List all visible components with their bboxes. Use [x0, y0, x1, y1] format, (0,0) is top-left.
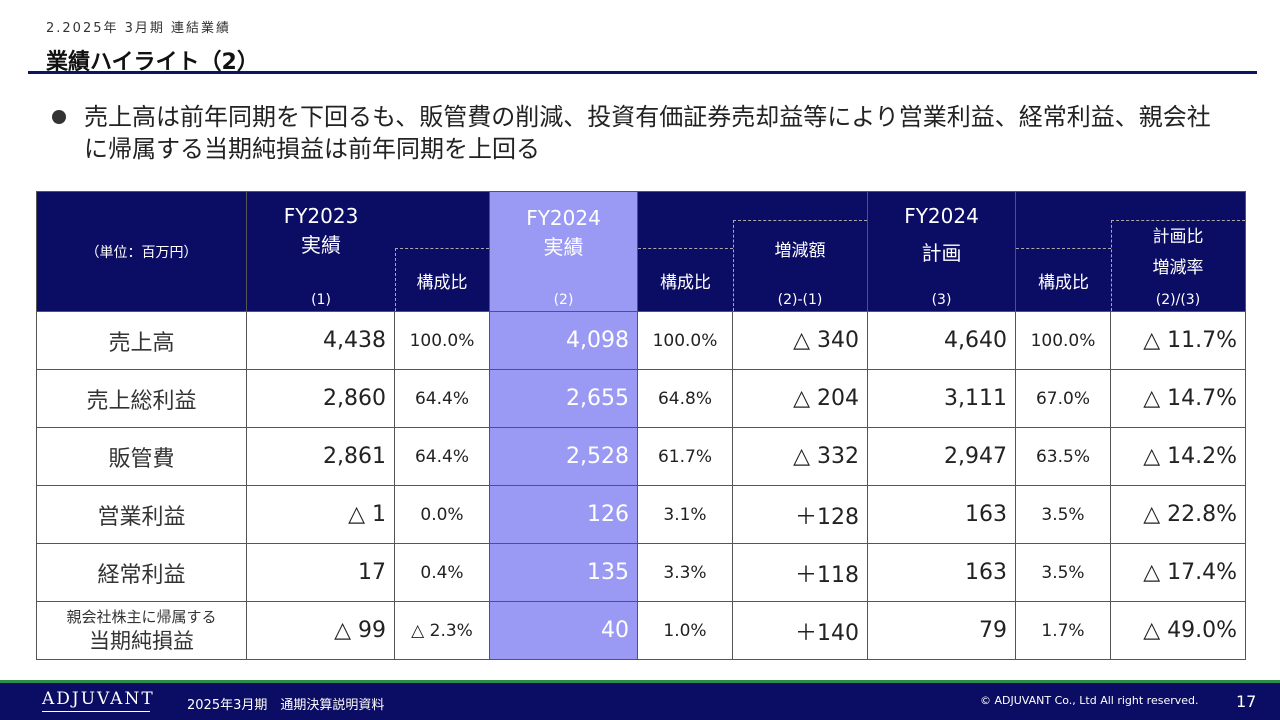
cell-rate: △ 14.2%: [1110, 427, 1246, 486]
logo-underline: [42, 711, 150, 712]
section-label: 2.2025年 3月期 連結業績: [46, 21, 232, 36]
row-label: 経常利益: [36, 543, 247, 602]
cell-diff: ＋118: [732, 543, 868, 602]
table-row: 売上高 4,438 100.0% 4,098 100.0% △ 340 4,64…: [36, 311, 1246, 370]
page-title: 業績ハイライト（2）: [46, 50, 259, 75]
cell-plan-ratio: 63.5%: [1015, 427, 1111, 486]
title-rule: [28, 71, 1257, 74]
header-fy2024-ref: (2): [553, 292, 574, 308]
cell-diff: △ 340: [732, 311, 868, 370]
table-row: 販管費 2,861 64.4% 2,528 61.7% △ 332 2,947 …: [36, 427, 1246, 486]
cell-fy2023: 2,860: [246, 369, 395, 428]
row-label: 販管費: [36, 427, 247, 486]
cell-rate: △ 11.7%: [1110, 311, 1246, 370]
header-plan-ratio: 構成比: [1038, 273, 1089, 293]
copyright: © ADJUVANT Co., Ltd All right reserved.: [980, 694, 1199, 707]
cell-fy2023-ratio: 64.4%: [394, 427, 490, 486]
unit-label: （単位：百万円）: [36, 191, 247, 312]
cell-fy2024: 4,098: [489, 311, 638, 370]
header-plan-title: FY2024 計画: [904, 204, 979, 265]
cell-plan-ratio: 100.0%: [1015, 311, 1111, 370]
cell-fy2023: 4,438: [246, 311, 395, 370]
cell-fy2024-ratio: 3.3%: [637, 543, 733, 602]
header-fy2023: FY2023 実績 (1) 構成比: [246, 191, 490, 312]
cell-plan: 3,111: [867, 369, 1016, 428]
cell-fy2024-ratio: 61.7%: [637, 427, 733, 486]
cell-fy2024-ratio: 100.0%: [637, 311, 733, 370]
cell-fy2024-ratio: 1.0%: [637, 601, 733, 660]
cell-rate: △ 17.4%: [1110, 543, 1246, 602]
cell-fy2024: 2,528: [489, 427, 638, 486]
cell-diff: △ 204: [732, 369, 868, 428]
cell-fy2023-ratio: 0.0%: [394, 485, 490, 544]
page-number: 17: [1236, 692, 1257, 711]
header-plan-ref: (3): [931, 292, 952, 308]
cell-plan: 163: [867, 543, 1016, 602]
cell-fy2023: △ 99: [246, 601, 395, 660]
row-label-main: 当期純損益: [89, 628, 194, 653]
cell-fy2024: 126: [489, 485, 638, 544]
cell-fy2023-ratio: 0.4%: [394, 543, 490, 602]
header-fy2024-ratio: 構成比: [660, 273, 711, 293]
header-rate-ref: (2)/(3): [1155, 292, 1201, 308]
header-plan: FY2024 計画 (3): [867, 191, 1016, 312]
header-rate-title: 計画比 増減率: [1152, 227, 1204, 278]
cell-fy2023: 2,861: [246, 427, 395, 486]
header-diff: 構成比 増減額 (2)-(1): [637, 191, 868, 312]
cell-plan-ratio: 1.7%: [1015, 601, 1111, 660]
cell-fy2024: 135: [489, 543, 638, 602]
cell-fy2023-ratio: △ 2.3%: [394, 601, 490, 660]
header-fy2024: FY2024 実績 (2): [489, 191, 638, 312]
document-name: 2025年3月期 通期決算説明資料: [187, 698, 385, 713]
cell-diff: ＋140: [732, 601, 868, 660]
row-label-prefix: 親会社株主に帰属する: [66, 607, 217, 626]
header-fy2024-title: FY2024 実績: [526, 206, 601, 259]
cell-plan-ratio: 3.5%: [1015, 485, 1111, 544]
header-plan-rate: 構成比 計画比 増減率 (2)/(3): [1015, 191, 1246, 312]
footer: ADJUVANT 2025年3月期 通期決算説明資料 © ADJUVANT Co…: [0, 680, 1280, 720]
header-fy2023-title: FY2023 実績: [283, 204, 359, 257]
cell-plan: 163: [867, 485, 1016, 544]
table-row: 営業利益 △ 1 0.0% 126 3.1% ＋128 163 3.5% △ 2…: [36, 485, 1246, 544]
cell-rate: △ 22.8%: [1110, 485, 1246, 544]
summary-bullet: 売上高は前年同期を下回るも、販管費の削減、投資有価証券売却益等により営業利益、経…: [52, 101, 1222, 165]
cell-plan-ratio: 3.5%: [1015, 543, 1111, 602]
cell-plan: 79: [867, 601, 1016, 660]
summary-text: 売上高は前年同期を下回るも、販管費の削減、投資有価証券売却益等により営業利益、経…: [84, 103, 1211, 163]
cell-plan: 4,640: [867, 311, 1016, 370]
table-row: 経常利益 17 0.4% 135 3.3% ＋118 163 3.5% △ 17…: [36, 543, 1246, 602]
cell-rate: △ 14.7%: [1110, 369, 1246, 428]
cell-fy2023-ratio: 100.0%: [394, 311, 490, 370]
cell-rate: △ 49.0%: [1110, 601, 1246, 660]
cell-fy2024: 2,655: [489, 369, 638, 428]
cell-fy2023-ratio: 64.4%: [394, 369, 490, 428]
results-table: （単位：百万円） FY2023 実績 (1) 構成比 FY2024 実績 (2): [36, 191, 1246, 660]
cell-fy2023: 17: [246, 543, 395, 602]
row-label: 営業利益: [36, 485, 247, 544]
company-logo: ADJUVANT: [42, 689, 155, 709]
cell-fy2023: △ 1: [246, 485, 395, 544]
row-label: 売上総利益: [36, 369, 247, 428]
cell-fy2024-ratio: 3.1%: [637, 485, 733, 544]
header-fy2023-ratio: 構成比: [416, 273, 468, 293]
cell-plan-ratio: 67.0%: [1015, 369, 1111, 428]
cell-fy2024-ratio: 64.8%: [637, 369, 733, 428]
cell-diff: △ 332: [732, 427, 868, 486]
bullet-dot-icon: [52, 110, 66, 124]
cell-fy2024: 40: [489, 601, 638, 660]
cell-plan: 2,947: [867, 427, 1016, 486]
header-fy2023-ref: (1): [311, 292, 331, 308]
header-diff-title: 増減額: [774, 241, 826, 261]
header-diff-ref: (2)-(1): [777, 292, 823, 308]
table-row: 売上総利益 2,860 64.4% 2,655 64.8% △ 204 3,11…: [36, 369, 1246, 428]
cell-diff: ＋128: [732, 485, 868, 544]
table-row: 親会社株主に帰属する 当期純損益 △ 99 △ 2.3% 40 1.0% ＋14…: [36, 601, 1246, 660]
row-label: 売上高: [36, 311, 247, 370]
row-label: 親会社株主に帰属する 当期純損益: [36, 601, 247, 660]
